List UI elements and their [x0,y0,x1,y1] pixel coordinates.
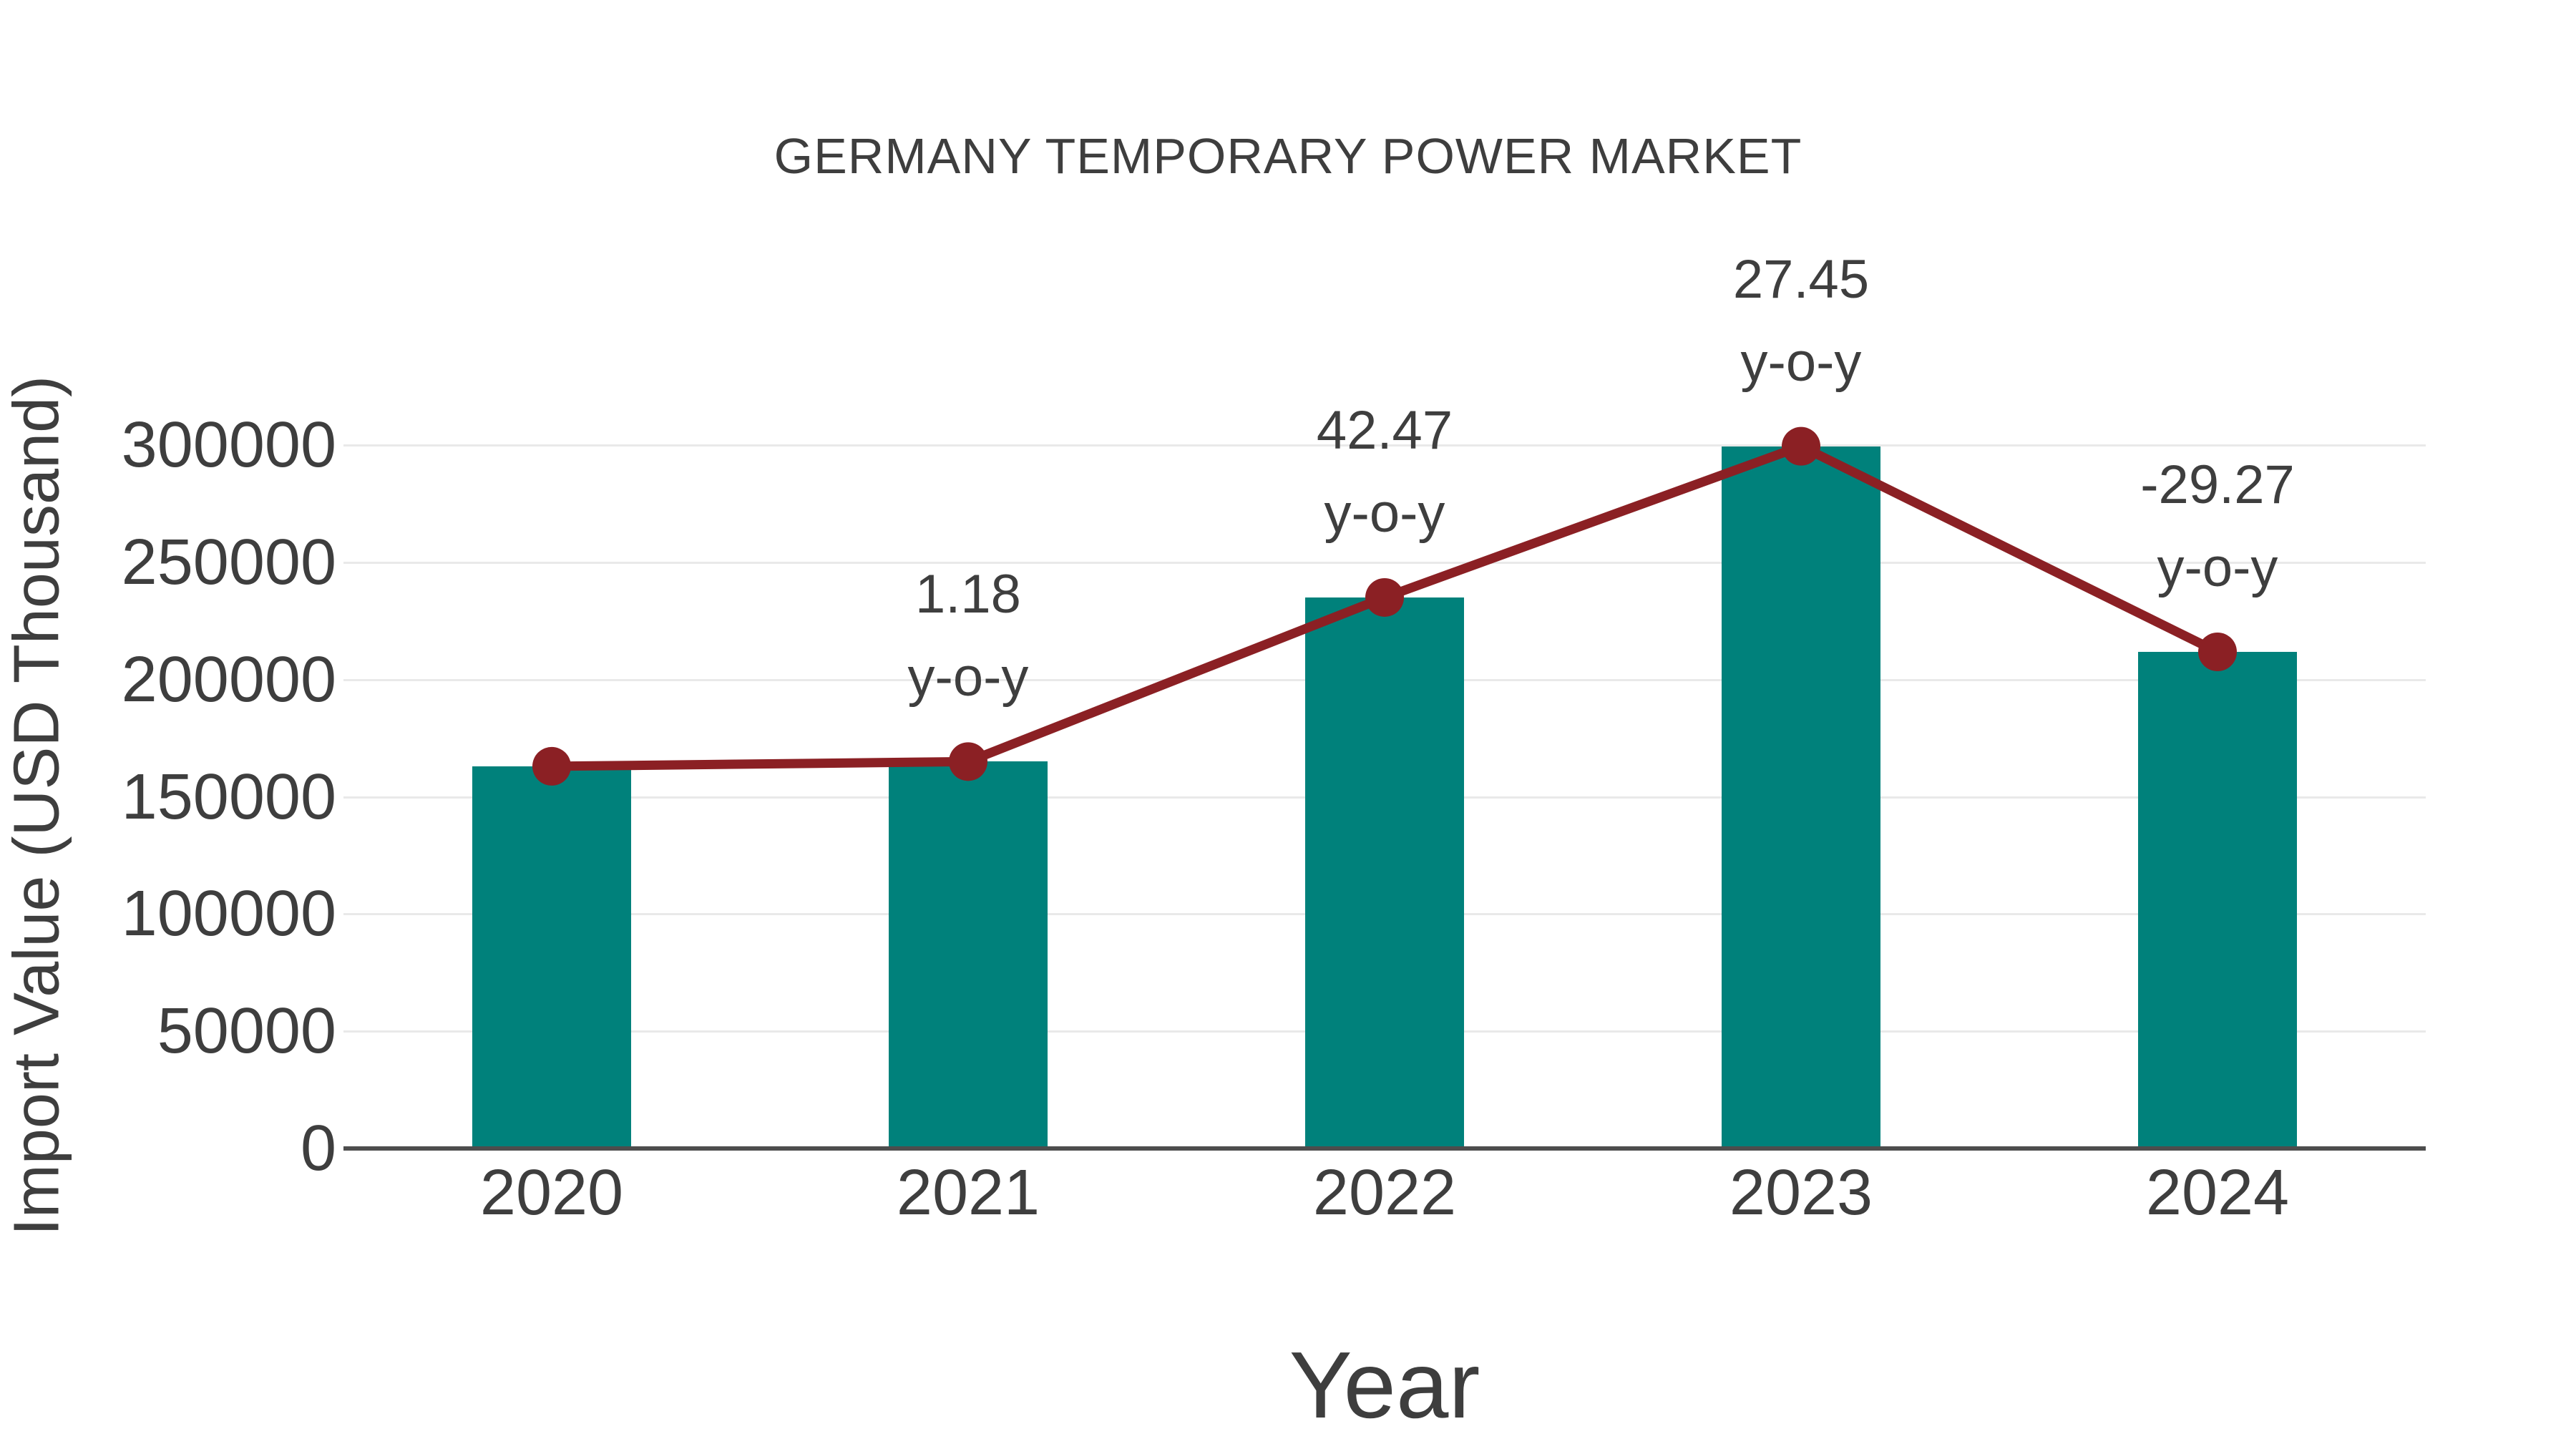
bar-2020 [472,766,631,1148]
bar-2024 [2138,652,2297,1148]
y-tick-label-250000: 250000 [121,526,336,598]
x-tick-label-2022: 2022 [1312,1157,1457,1229]
gridline-y-300000 [343,444,2426,447]
y-tick-label-50000: 50000 [157,995,336,1068]
x-tick-label-2020: 2020 [479,1157,624,1229]
x-tick-label-2023: 2023 [1729,1157,1873,1229]
annotation-label-2024: y-o-y [2157,537,2278,598]
y-tick-label-300000: 300000 [121,409,336,481]
data-point-marker-2021 [949,742,987,781]
annotation-label-2021: y-o-y [907,647,1029,708]
y-tick-label-150000: 150000 [121,761,336,833]
annotation-label-2023: y-o-y [1740,331,1862,393]
data-point-marker-2023 [1782,426,1820,466]
y-tick-label-100000: 100000 [121,878,336,950]
x-tick-label-2024: 2024 [2145,1157,2290,1229]
bar-2021 [889,761,1048,1148]
x-axis-line [343,1146,2426,1151]
data-point-marker-2024 [2198,633,2237,672]
annotation-label-2022: y-o-y [1324,482,1445,544]
chart-title: GERMANY TEMPORARY POWER MARKET [774,128,1802,184]
x-tick-label-2021: 2021 [896,1157,1040,1229]
y-tick-label-200000: 200000 [121,643,336,716]
data-point-marker-2020 [532,746,571,786]
data-point-marker-2022 [1365,577,1404,617]
y-tick-label-0: 0 [300,1113,336,1184]
bar-2022 [1305,597,1464,1148]
bar-2023 [1722,446,1880,1148]
gridline-y-250000 [343,561,2426,564]
annotation-value-2024: -29.27 [2140,454,2295,515]
x-axis-title: Year [1289,1332,1480,1438]
annotation-value-2022: 42.47 [1316,399,1453,461]
annotation-value-2023: 27.45 [1732,248,1870,310]
annotation-value-2021: 1.18 [915,564,1021,625]
